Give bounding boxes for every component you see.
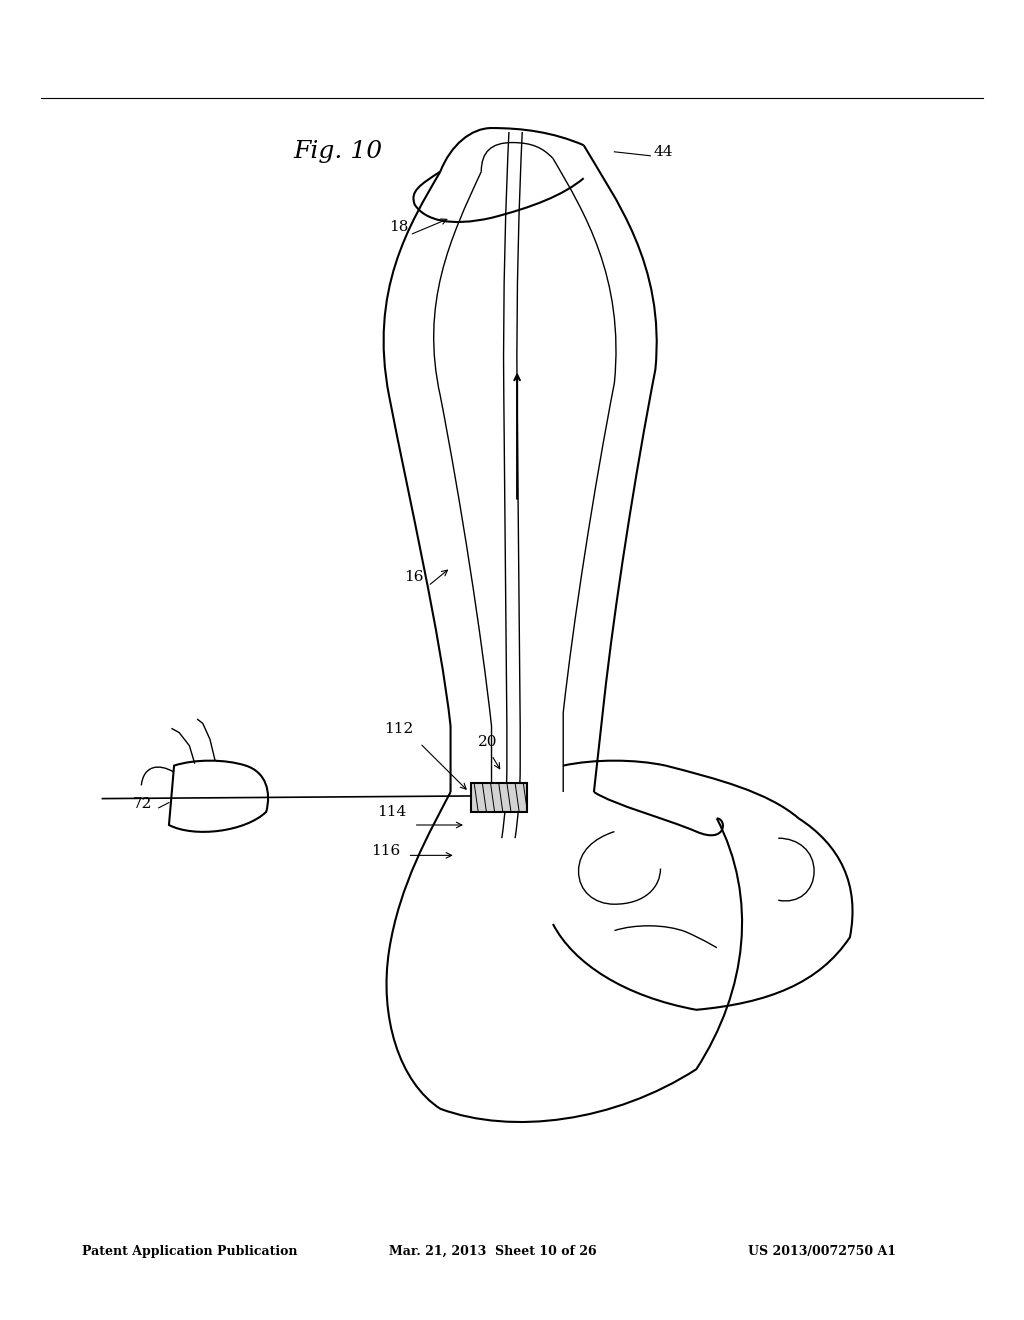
Text: US 2013/0072750 A1: US 2013/0072750 A1 — [748, 1245, 896, 1258]
Text: 112: 112 — [384, 722, 414, 735]
Text: 72: 72 — [133, 797, 153, 810]
Text: Patent Application Publication: Patent Application Publication — [82, 1245, 297, 1258]
Text: Mar. 21, 2013  Sheet 10 of 26: Mar. 21, 2013 Sheet 10 of 26 — [389, 1245, 597, 1258]
Text: 114: 114 — [377, 805, 407, 818]
Text: 18: 18 — [389, 220, 409, 234]
Text: 20: 20 — [478, 735, 498, 748]
Text: 44: 44 — [653, 145, 673, 158]
Text: 116: 116 — [371, 845, 400, 858]
FancyBboxPatch shape — [471, 783, 527, 812]
Text: 16: 16 — [404, 570, 424, 583]
Text: Fig. 10: Fig. 10 — [293, 140, 383, 164]
